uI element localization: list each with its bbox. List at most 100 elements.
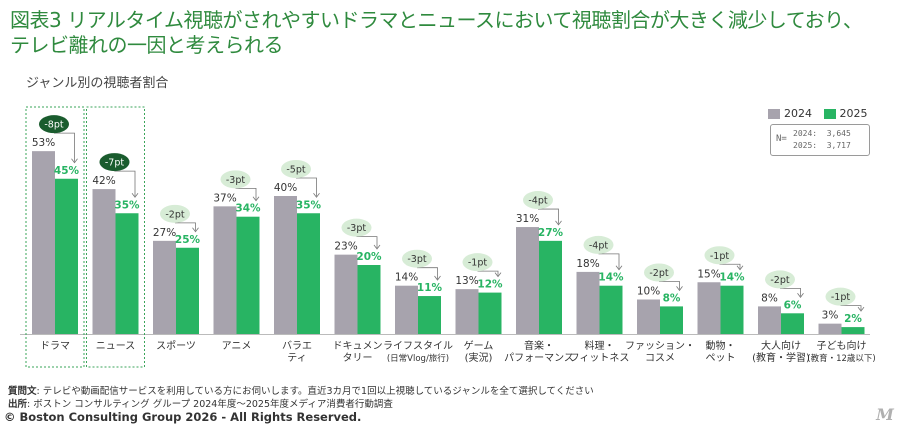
diff-bubble	[160, 204, 190, 223]
data-label-2025: 45%	[54, 165, 80, 177]
legend-swatch-2024	[768, 108, 780, 119]
category-label: ニュース	[96, 341, 136, 352]
data-label-2025: 35%	[114, 199, 140, 211]
data-label-2025: 11%	[417, 282, 443, 294]
diff-bracket	[175, 222, 196, 231]
category-label: 子ども向け	[817, 339, 867, 352]
category-label: (教育・12歳以下)	[807, 353, 875, 364]
bar-2025	[297, 213, 320, 334]
category-label: コスメ	[645, 353, 675, 364]
bar-2025	[236, 216, 260, 334]
diff-bracket	[235, 187, 257, 200]
bar-2024	[32, 151, 55, 334]
category-label: タリー	[343, 352, 373, 364]
category-label: ファッション・	[625, 341, 695, 352]
highlight-box	[86, 106, 145, 368]
diff-arrowhead	[313, 193, 320, 198]
diff-bracket	[417, 267, 438, 280]
data-label-2024: 8%	[761, 292, 778, 304]
diff-label: -1pt	[468, 258, 488, 269]
data-label-2025: 2%	[844, 313, 862, 325]
diff-arrowhead	[736, 265, 744, 271]
bar-2025	[55, 178, 78, 334]
data-label-2024: 18%	[576, 258, 599, 270]
data-label-2025: 12%	[477, 279, 503, 291]
bar-2025	[660, 306, 683, 334]
diff-bracket	[780, 288, 801, 297]
diff-bubble	[462, 253, 493, 272]
diff-bubble	[99, 153, 130, 172]
bar-2025	[115, 213, 139, 334]
legend-label-2024: 2024	[784, 107, 812, 120]
diff-bracket	[296, 177, 317, 197]
sample-size-2025: 2025: 3,717	[793, 141, 851, 150]
diff-arrowhead	[797, 293, 804, 298]
bar-2024	[576, 271, 600, 334]
sample-size-box: N= 2024: 3,645 2025: 3,717	[770, 124, 870, 156]
category-label: (実況)	[465, 351, 493, 364]
diff-arrowhead	[373, 244, 381, 250]
data-label-2024: 27%	[153, 227, 176, 239]
category-label: ペット	[706, 353, 736, 364]
diff-label: -4pt	[589, 240, 609, 251]
diff-label: -8pt	[44, 120, 64, 131]
diff-arrowhead	[71, 158, 78, 164]
diff-bubble	[583, 235, 614, 254]
bar-2025	[599, 285, 623, 334]
question-text: : テレビや動画配信サービスを利用している方にお伺いします。直近3カ月で1回以上…	[36, 386, 594, 397]
bar-2025	[539, 240, 562, 334]
diff-label: -2pt	[165, 209, 185, 220]
category-label: ドキュメン	[333, 341, 383, 352]
data-label-2025: 6%	[784, 299, 802, 311]
data-label-2024: 42%	[92, 175, 115, 187]
category-label: (日常Vlog/旅行)	[387, 353, 449, 364]
diff-label: -1pt	[710, 251, 730, 262]
bar-2025	[357, 265, 381, 334]
data-label-2024: 14%	[395, 272, 418, 284]
category-label: 大人向け	[761, 339, 801, 352]
sample-size-label: N=	[776, 134, 787, 144]
diff-label: -2pt	[649, 268, 669, 279]
source-text: : ボストン コンサルティング グループ 2024年度～2025年度メディア消費…	[27, 399, 393, 410]
category-label: ティ	[287, 353, 306, 364]
category-label: アニメ	[222, 341, 252, 352]
bar-2024	[274, 196, 297, 334]
bar-2024	[758, 306, 781, 334]
diff-bubble	[523, 191, 553, 210]
category-label: パフォーマンス	[504, 352, 574, 364]
highlight-box	[25, 106, 85, 368]
data-label-2025: 14%	[719, 272, 745, 284]
diff-arrowhead	[615, 265, 623, 271]
diff-bubble	[704, 246, 735, 265]
data-label-2024: 53%	[32, 137, 55, 149]
diff-bubble	[402, 249, 432, 268]
diff-bracket	[840, 305, 862, 311]
diff-arrowhead	[857, 306, 865, 312]
category-label: ゲーム	[464, 340, 494, 352]
diff-label: -7pt	[105, 158, 125, 169]
category-label: ライフスタイル	[383, 340, 453, 352]
diff-label: -3pt	[226, 175, 246, 186]
diff-bracket	[598, 253, 620, 269]
copyright: © Boston Consulting Group 2026 - All Rig…	[4, 410, 362, 424]
data-label-2025: 27%	[538, 227, 564, 239]
diff-bubble	[39, 115, 69, 134]
question-note: 質問文: テレビや動画配信サービスを利用している方にお伺いします。直近3カ月で1…	[8, 383, 594, 397]
legend-label-2025: 2025	[839, 107, 868, 120]
diff-arrowhead	[434, 275, 441, 281]
data-label-2024: 13%	[455, 275, 478, 287]
legend-swatch-2025	[823, 108, 836, 119]
diff-bracket	[719, 263, 741, 269]
diff-bracket	[538, 208, 559, 224]
diff-label: -3pt	[347, 223, 367, 234]
diff-arrowhead	[555, 220, 562, 226]
bar-2024	[334, 254, 358, 334]
source-label: 出所	[8, 399, 28, 410]
diff-bubble	[281, 160, 311, 178]
data-label-2024: 37%	[213, 192, 236, 204]
category-label: スポーツ	[156, 340, 196, 352]
bar-2024	[153, 240, 176, 334]
bar-2025	[720, 285, 744, 334]
data-label-2024: 10%	[637, 286, 660, 298]
